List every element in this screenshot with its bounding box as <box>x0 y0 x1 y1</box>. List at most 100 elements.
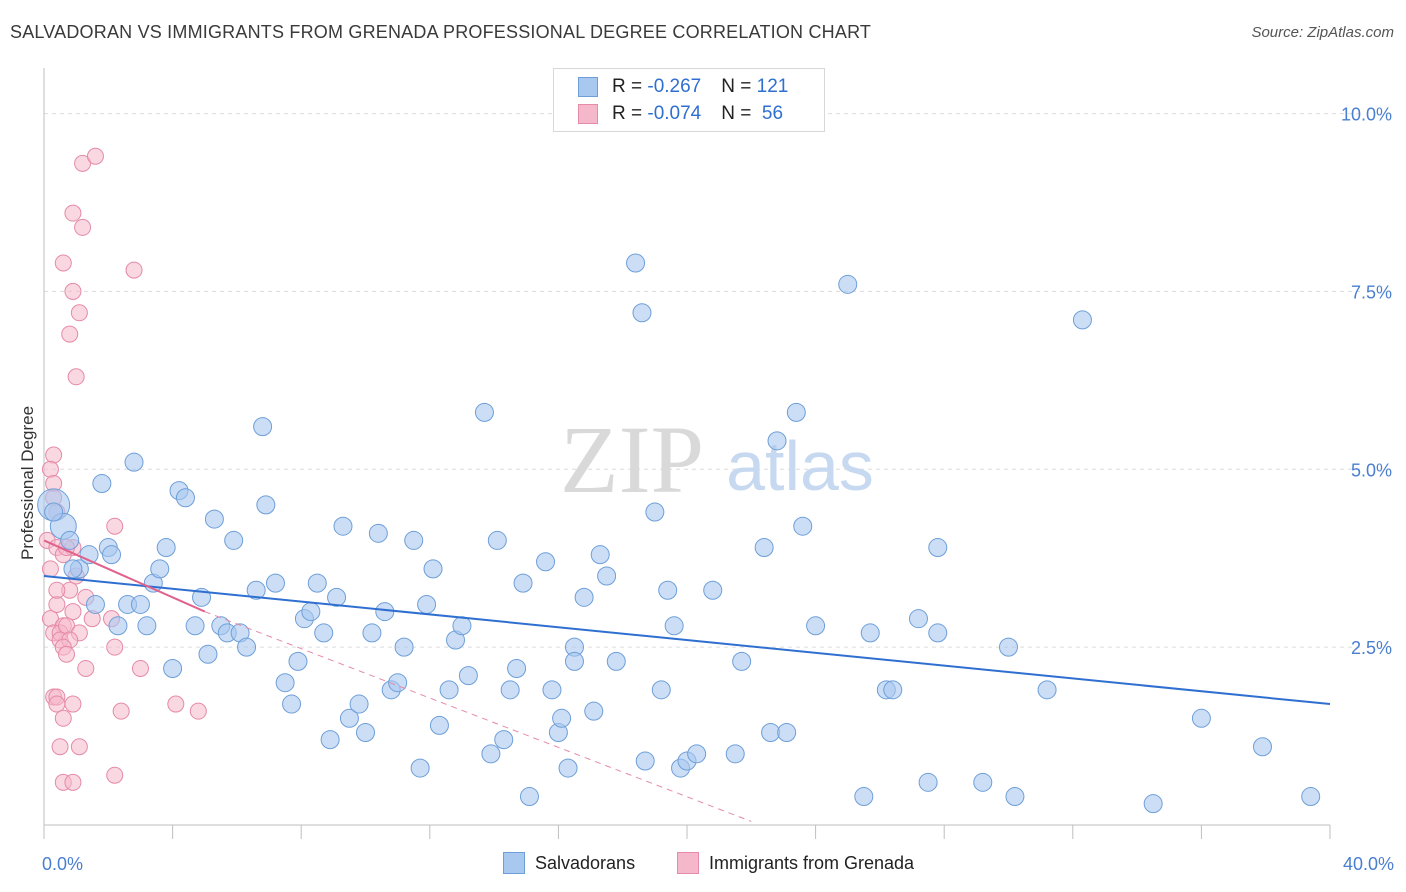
salvadoran-point <box>224 530 244 550</box>
salvadoran-points <box>37 253 1321 814</box>
grenada-point <box>48 695 66 713</box>
salvadoran-point <box>237 637 257 657</box>
salvadoran-point <box>645 502 665 522</box>
salvadoran-point <box>175 488 195 508</box>
salvadoran-point <box>1191 708 1211 728</box>
y-tick-label: 2.5% <box>1351 638 1392 658</box>
grenada-point <box>77 659 95 677</box>
bottom-legend-salvadorans: Salvadorans <box>503 852 635 874</box>
salvadoran-point <box>632 303 652 323</box>
salvadoran-point <box>973 772 993 792</box>
salvadoran-point <box>410 758 430 778</box>
salvadoran-point <box>786 402 806 422</box>
salvadoran-point <box>265 573 285 593</box>
salvadoran-point <box>732 651 752 671</box>
salvadoran-point <box>481 744 501 764</box>
salvadoran-point <box>474 402 494 422</box>
salvadoran-point <box>301 602 321 622</box>
legend-n-label: N = <box>721 103 757 124</box>
salvadoran-point <box>288 651 308 671</box>
salvadoran-point <box>137 616 157 636</box>
salvadoran-point <box>806 616 826 636</box>
salvadoran-point <box>883 680 903 700</box>
salvadoran-point <box>417 594 437 614</box>
salvadoran-point <box>761 723 781 743</box>
salvadoran-point <box>687 744 707 764</box>
salvadoran-point <box>108 616 128 636</box>
grenada-point <box>70 738 88 756</box>
trend-lines <box>43 539 1331 822</box>
salvadoran-point <box>487 530 507 550</box>
grenada-trend-extension <box>204 611 752 822</box>
bottom-legend-label: Immigrants from Grenada <box>709 852 915 873</box>
x-tick-label: 0.0% <box>42 854 83 874</box>
grenada-point <box>106 766 124 784</box>
salvadoran-point <box>928 538 948 558</box>
salvadoran-point <box>44 502 64 522</box>
salvadoran-point <box>793 516 813 536</box>
legend-n-label: N = <box>721 76 757 97</box>
grenada-trend-line <box>43 539 206 613</box>
salvadoran-point <box>552 708 572 728</box>
salvadoran-point <box>156 538 176 558</box>
salvadoran-point <box>452 616 472 636</box>
legend-row-grenada: R = -0.074 N = 56 <box>578 101 783 127</box>
salvadoran-point <box>626 253 646 273</box>
grenada-point <box>64 282 82 300</box>
chart-title: SALVADORAN VS IMMIGRANTS FROM GRENADA PR… <box>10 22 872 42</box>
grenada-point <box>41 460 59 478</box>
salvadoran-point <box>854 787 874 807</box>
salvadoran-point <box>725 744 745 764</box>
grenada-point <box>64 603 82 621</box>
bottom-legend-swatch-blue <box>503 852 525 874</box>
salvadoran-point <box>918 772 938 792</box>
salvadoran-point <box>275 673 295 693</box>
legend-r-value: -0.074 <box>647 103 702 124</box>
salvadoran-point <box>102 545 122 565</box>
grenada-point <box>54 254 72 272</box>
salvadoran-point <box>651 680 671 700</box>
salvadoran-point <box>590 545 610 565</box>
bottom-legend: Salvadorans Immigrants from Grenada <box>0 852 1406 876</box>
salvadoran-point <box>246 580 266 600</box>
salvadoran-point <box>1037 680 1057 700</box>
salvadoran-point <box>635 751 655 771</box>
salvadoran-point <box>339 708 359 728</box>
salvadoran-point <box>130 594 150 614</box>
salvadoran-trend-line <box>43 575 1331 706</box>
watermark-zip: ZIP <box>560 406 704 513</box>
y-axis-label: Professional Degree <box>18 405 37 560</box>
salvadoran-point <box>597 566 617 586</box>
salvadoran-point <box>282 694 302 714</box>
gridlines <box>44 113 1364 648</box>
salvadoran-point <box>320 730 340 750</box>
grenada-point <box>131 659 149 677</box>
legend-r-value: -0.267 <box>647 76 702 97</box>
salvadoran-point <box>439 680 459 700</box>
salvadoran-point <box>423 559 443 579</box>
bottom-legend-grenada: Immigrants from Grenada <box>677 852 914 874</box>
salvadoran-point <box>63 559 83 579</box>
salvadoran-point <box>375 602 395 622</box>
salvadoran-point <box>333 516 353 536</box>
salvadoran-point <box>356 723 375 743</box>
salvadoran-point <box>754 538 774 558</box>
legend-row-salvadorans: R = -0.267 N = 121 <box>578 74 788 100</box>
salvadoran-point <box>536 552 556 572</box>
salvadoran-point <box>777 723 797 743</box>
grenada-point <box>45 446 63 464</box>
salvadoran-point <box>60 530 80 550</box>
grenada-point <box>64 204 82 222</box>
salvadoran-point <box>362 623 382 643</box>
salvadoran-point <box>507 658 527 678</box>
salvadoran-point <box>458 666 478 686</box>
grenada-point <box>86 147 104 165</box>
salvadoran-point <box>574 587 594 607</box>
grenada-point <box>51 738 69 756</box>
salvadoran-point <box>542 680 562 700</box>
salvadoran-point <box>500 680 520 700</box>
legend-swatch-blue <box>578 77 598 97</box>
salvadoran-point <box>429 715 449 735</box>
axes <box>43 68 1331 839</box>
